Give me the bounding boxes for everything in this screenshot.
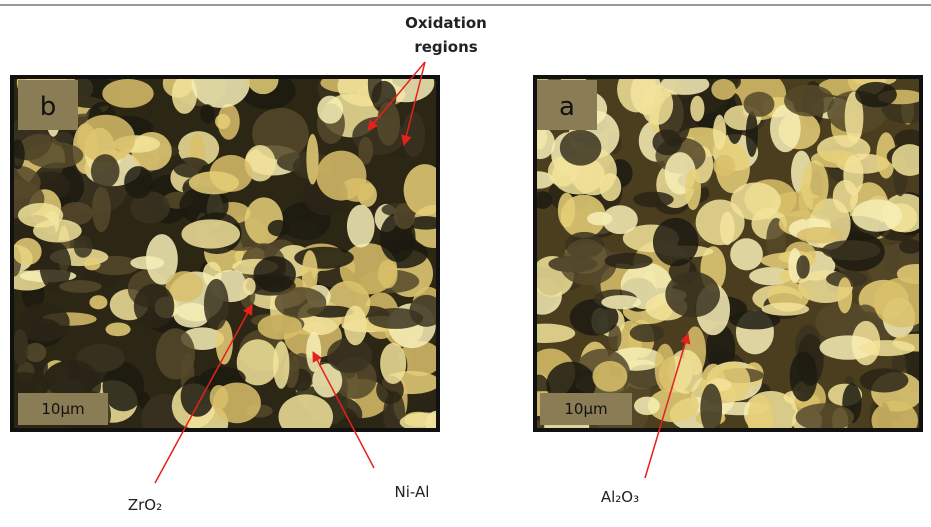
grain — [744, 92, 775, 117]
grain — [653, 218, 699, 266]
grain — [592, 361, 627, 392]
grain — [91, 154, 120, 188]
grain — [860, 368, 909, 392]
grain — [700, 384, 722, 435]
grain — [130, 256, 164, 269]
grain — [587, 212, 612, 226]
grain — [89, 295, 107, 309]
grain — [380, 343, 406, 384]
grain — [790, 352, 818, 402]
annotation-zro2: ZrO₂ — [128, 496, 162, 514]
annotation-line: regions — [414, 38, 477, 56]
grain — [254, 256, 296, 292]
grain — [18, 203, 63, 228]
grain — [258, 314, 302, 340]
grain — [106, 322, 131, 336]
grain — [634, 397, 660, 415]
grain — [59, 280, 102, 293]
panel-letter: a — [559, 92, 575, 122]
grain — [213, 382, 261, 423]
grain — [204, 279, 229, 330]
annotation-al2o3: Al₂O₃ — [601, 488, 639, 506]
grain — [368, 308, 423, 329]
grain — [859, 340, 915, 356]
grain — [762, 303, 810, 316]
grain — [516, 324, 575, 343]
grain — [525, 127, 555, 159]
annotation-nial: Ni-Al — [395, 483, 430, 501]
grain — [268, 220, 289, 237]
grain — [192, 60, 250, 108]
grain — [837, 277, 852, 313]
grain — [633, 192, 674, 208]
grain — [200, 104, 214, 123]
grain — [317, 96, 343, 124]
grain — [690, 96, 704, 122]
grain — [13, 238, 42, 265]
grain — [215, 114, 230, 129]
grain — [92, 186, 111, 232]
panel-letter: b — [40, 92, 57, 122]
grain — [134, 284, 175, 328]
grain — [711, 79, 735, 100]
grain — [84, 257, 101, 270]
grain — [665, 272, 720, 318]
scale-bar-label: 10µm — [41, 400, 84, 418]
grain — [713, 115, 726, 150]
grain — [189, 171, 239, 194]
grain — [273, 341, 290, 389]
grain — [243, 278, 256, 295]
grain — [746, 111, 758, 157]
grain — [316, 151, 366, 201]
grain — [796, 403, 854, 431]
grain — [74, 236, 93, 258]
page: {"figure": { "annotations": {"oxidation"… — [0, 0, 931, 527]
grain — [652, 129, 681, 155]
grain — [685, 168, 701, 210]
grain — [747, 395, 773, 444]
grain — [275, 287, 327, 318]
grain — [713, 155, 735, 177]
grain — [344, 306, 367, 346]
grain — [730, 238, 763, 270]
grain — [402, 112, 425, 157]
grain — [156, 328, 195, 379]
grain — [347, 205, 375, 248]
grain — [641, 85, 673, 125]
grain — [852, 199, 902, 231]
annotation-line: Oxidation — [405, 14, 487, 32]
grain — [833, 180, 858, 213]
grain — [377, 102, 400, 146]
grain — [630, 324, 665, 342]
figure: b a 10µm 10µm Oxidation regions ZrO₂ Ni-A… — [0, 0, 931, 527]
grain — [899, 239, 921, 254]
grain — [605, 253, 653, 269]
grain — [784, 85, 834, 117]
grain — [26, 142, 83, 169]
grain — [560, 130, 602, 166]
scale-bar-label: 10µm — [564, 400, 607, 418]
grain — [601, 295, 641, 309]
annotation-oxidation: Oxidation regions — [405, 14, 487, 56]
grain — [871, 401, 918, 441]
grain — [327, 338, 372, 373]
grain — [102, 79, 153, 108]
grain — [248, 65, 279, 94]
grain — [822, 240, 880, 260]
grain — [124, 166, 153, 199]
grain — [13, 329, 29, 365]
grain — [797, 227, 842, 243]
grain — [181, 219, 240, 248]
grain — [696, 200, 745, 246]
grain — [278, 394, 333, 439]
grain — [801, 160, 828, 210]
grain — [855, 82, 897, 108]
grain — [796, 255, 809, 279]
